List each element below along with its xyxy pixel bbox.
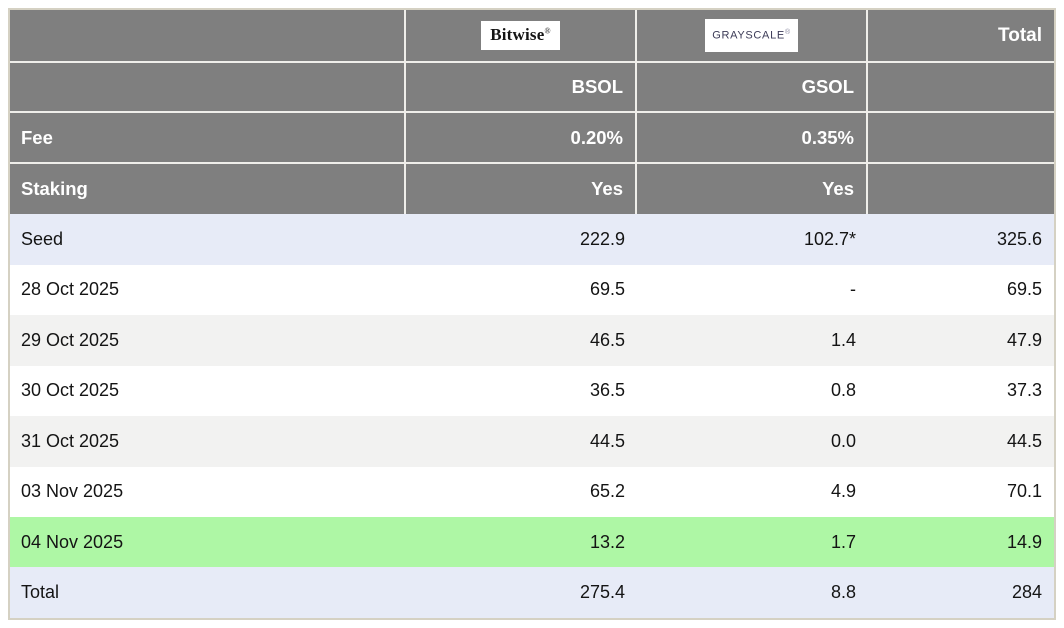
bsol-value: 65.2 <box>589 481 625 502</box>
table-row-total: Total 275.4 8.8 284 <box>10 567 1054 618</box>
etf-flows-table: Bitwise® GRAYSCALE® Total BSOL GSOL Fee … <box>8 8 1056 620</box>
total-value: 37.3 <box>1006 380 1042 401</box>
staking-gsol-value: Yes <box>637 163 868 215</box>
issuer-logo-row: Bitwise® GRAYSCALE® Total <box>10 10 1054 63</box>
fee-label: Fee <box>10 113 406 164</box>
total-value: 14.9 <box>1006 531 1042 552</box>
total-value: 47.9 <box>1006 329 1042 350</box>
fee-gsol-value: 0.35% <box>637 113 868 164</box>
total-value: 70.1 <box>1006 481 1042 502</box>
empty-cell <box>868 164 1054 214</box>
staking-label: Staking <box>10 163 406 215</box>
gsol-value: - <box>850 279 856 300</box>
total-value: 69.5 <box>1006 279 1042 300</box>
empty-cell <box>868 63 1054 114</box>
bsol-value: 222.9 <box>579 229 625 250</box>
empty-corner-cell <box>10 10 406 63</box>
empty-cell <box>868 113 1054 164</box>
gsol-value: 1.4 <box>830 329 856 350</box>
row-label: 04 Nov 2025 <box>21 531 124 552</box>
fee-row: Fee 0.20% 0.35% <box>10 113 1054 164</box>
table-row-04-nov-highlighted: 04 Nov 2025 13.2 1.7 14.9 <box>10 516 1054 568</box>
table-row-seed: Seed 222.9 102.7* 325.6 <box>10 214 1054 265</box>
row-label: 28 Oct 2025 <box>21 279 120 300</box>
table-row-31-oct: 31 Oct 2025 44.5 0.0 44.5 <box>10 416 1054 467</box>
registered-mark-icon: ® <box>544 26 551 36</box>
table-row-30-oct: 30 Oct 2025 36.5 0.8 37.3 <box>10 365 1054 417</box>
grayscale-logo-cell: GRAYSCALE® <box>637 10 868 63</box>
gsol-value: 0.0 <box>830 430 856 451</box>
bsol-value: 13.2 <box>589 531 625 552</box>
bsol-value: 36.5 <box>589 380 625 401</box>
total-value: 44.5 <box>1006 430 1042 451</box>
fee-bsol-value: 0.20% <box>406 113 637 164</box>
grayscale-logo: GRAYSCALE® <box>705 19 798 52</box>
ticker-row: BSOL GSOL <box>10 63 1054 114</box>
gsol-value: 1.7 <box>830 531 856 552</box>
total-value: 325.6 <box>996 229 1042 250</box>
table-row-28-oct: 28 Oct 2025 69.5 - 69.5 <box>10 264 1054 316</box>
row-label: 29 Oct 2025 <box>21 329 120 350</box>
bitwise-logo: Bitwise® <box>481 21 560 50</box>
gsol-value: 8.8 <box>830 582 856 603</box>
row-label: Seed <box>21 229 64 250</box>
bsol-value: 46.5 <box>589 329 625 350</box>
bsol-value: 44.5 <box>589 430 625 451</box>
bitwise-logo-cell: Bitwise® <box>406 10 637 63</box>
bsol-value: 69.5 <box>589 279 625 300</box>
gsol-value: 102.7* <box>803 229 856 250</box>
bsol-value: 275.4 <box>579 582 625 603</box>
total-column-header: Total <box>868 10 1054 63</box>
staking-bsol-value: Yes <box>406 163 637 215</box>
row-label: 03 Nov 2025 <box>21 481 124 502</box>
total-value: 284 <box>1011 582 1042 603</box>
row-label: 30 Oct 2025 <box>21 380 120 401</box>
table-row-29-oct: 29 Oct 2025 46.5 1.4 47.9 <box>10 315 1054 366</box>
gsol-value: 4.9 <box>830 481 856 502</box>
bsol-ticker: BSOL <box>406 63 637 114</box>
registered-mark-icon: ® <box>784 29 791 37</box>
empty-cell <box>10 63 406 114</box>
row-label: 31 Oct 2025 <box>21 430 120 451</box>
staking-row: Staking Yes Yes <box>10 163 1054 215</box>
gsol-value: 0.8 <box>830 380 856 401</box>
gsol-ticker: GSOL <box>637 63 868 114</box>
table-row-03-nov: 03 Nov 2025 65.2 4.9 70.1 <box>10 466 1054 517</box>
row-label: Total <box>21 582 60 603</box>
